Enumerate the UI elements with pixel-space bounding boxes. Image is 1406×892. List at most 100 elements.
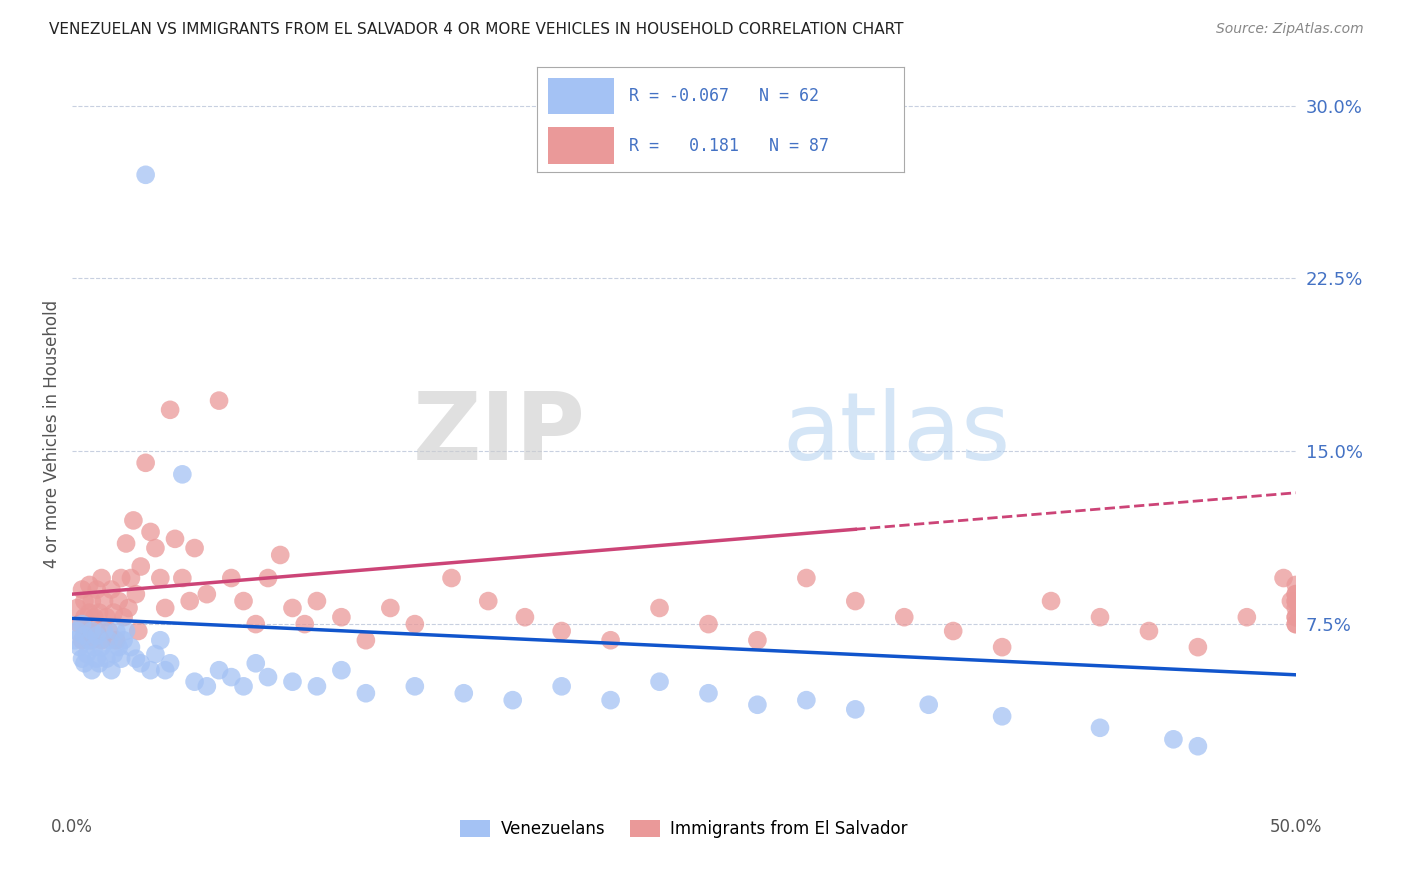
Point — [1236, 610, 1258, 624]
Point — [100, 663, 122, 677]
Point — [305, 679, 328, 693]
Point — [66, 624, 89, 638]
Point — [83, 640, 105, 655]
Point — [73, 610, 96, 624]
Point — [305, 594, 328, 608]
Point — [120, 640, 142, 655]
Point — [1285, 601, 1308, 615]
Point — [83, 610, 105, 624]
Point — [991, 640, 1014, 655]
Point — [221, 571, 243, 585]
Point — [208, 393, 231, 408]
Point — [107, 594, 129, 608]
Point — [90, 640, 112, 655]
Point — [183, 541, 205, 555]
Point — [208, 663, 231, 677]
Point — [502, 693, 524, 707]
Point — [281, 674, 304, 689]
Point — [697, 686, 720, 700]
Point — [70, 582, 93, 597]
Point — [159, 657, 181, 671]
Point — [79, 578, 101, 592]
Point — [844, 594, 866, 608]
Point — [172, 467, 194, 482]
Point — [477, 594, 499, 608]
Point — [796, 693, 818, 707]
Point — [1137, 624, 1160, 638]
Point — [103, 647, 125, 661]
Point — [747, 633, 769, 648]
Point — [127, 624, 149, 638]
Point — [73, 594, 96, 608]
Point — [155, 601, 177, 615]
Text: atlas: atlas — [782, 388, 1010, 480]
Point — [80, 594, 103, 608]
Point — [86, 624, 108, 638]
Point — [1187, 640, 1209, 655]
Point — [599, 633, 621, 648]
Point — [122, 513, 145, 527]
Point — [79, 633, 101, 648]
Point — [145, 647, 167, 661]
Point — [796, 571, 818, 585]
Point — [245, 617, 267, 632]
Point — [76, 647, 98, 661]
Point — [1285, 617, 1308, 632]
Point — [918, 698, 941, 712]
Text: Source: ZipAtlas.com: Source: ZipAtlas.com — [1216, 22, 1364, 37]
Point — [354, 633, 377, 648]
Point — [135, 168, 157, 182]
Point — [89, 606, 111, 620]
Point — [97, 633, 120, 648]
Point — [90, 571, 112, 585]
Point — [697, 617, 720, 632]
Point — [1285, 578, 1308, 592]
Point — [453, 686, 475, 700]
Point — [1187, 739, 1209, 754]
Point — [90, 633, 112, 648]
Point — [96, 610, 118, 624]
Point — [991, 709, 1014, 723]
Point — [183, 674, 205, 689]
Point — [440, 571, 463, 585]
Point — [172, 571, 194, 585]
Point — [70, 651, 93, 665]
Point — [149, 633, 172, 648]
Point — [145, 541, 167, 555]
Point — [112, 633, 135, 648]
Point — [1088, 721, 1111, 735]
Point — [112, 610, 135, 624]
Point — [257, 571, 280, 585]
Point — [89, 657, 111, 671]
Point — [1285, 610, 1308, 624]
Point — [513, 610, 536, 624]
Point — [1163, 732, 1185, 747]
Point — [110, 571, 132, 585]
Point — [294, 617, 316, 632]
Point — [76, 624, 98, 638]
Point — [66, 601, 89, 615]
Point — [73, 629, 96, 643]
Point — [747, 698, 769, 712]
Point — [844, 702, 866, 716]
Point — [354, 686, 377, 700]
Point — [163, 532, 186, 546]
Point — [80, 663, 103, 677]
Point — [86, 651, 108, 665]
Point — [129, 657, 152, 671]
Point — [117, 601, 139, 615]
Point — [330, 610, 353, 624]
Point — [149, 571, 172, 585]
Point — [103, 606, 125, 620]
Point — [1285, 594, 1308, 608]
Point — [195, 679, 218, 693]
Point — [107, 640, 129, 655]
Point — [69, 617, 91, 632]
Point — [232, 679, 254, 693]
Point — [269, 548, 291, 562]
Text: VENEZUELAN VS IMMIGRANTS FROM EL SALVADOR 4 OR MORE VEHICLES IN HOUSEHOLD CORREL: VENEZUELAN VS IMMIGRANTS FROM EL SALVADO… — [49, 22, 904, 37]
Point — [245, 657, 267, 671]
Point — [404, 617, 426, 632]
Point — [648, 601, 671, 615]
Point — [155, 663, 177, 677]
